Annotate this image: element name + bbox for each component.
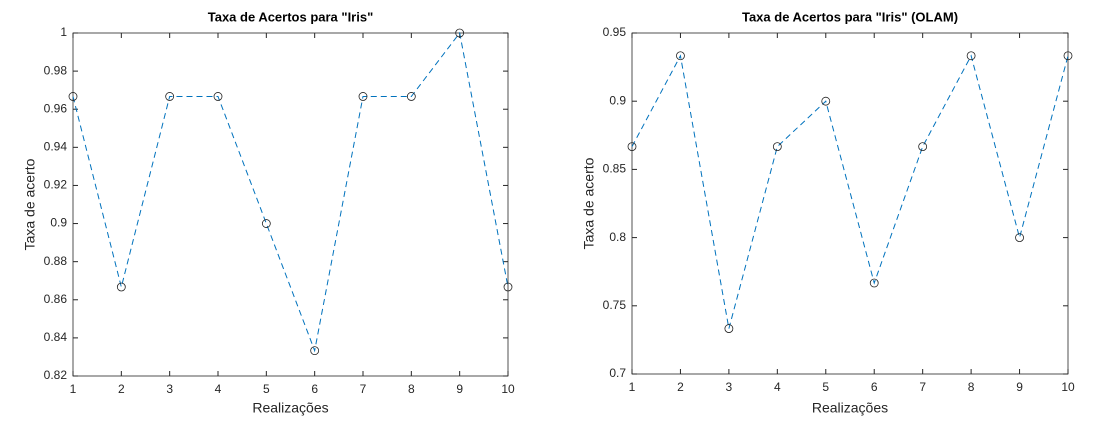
y-tick-label: 0.88 xyxy=(44,254,68,268)
x-tick-label: 4 xyxy=(774,380,781,394)
x-tick-label: 8 xyxy=(408,382,415,396)
x-tick-label: 8 xyxy=(968,380,975,394)
x-tick-label: 1 xyxy=(70,382,77,396)
y-tick-label: 0.9 xyxy=(609,93,626,107)
marker xyxy=(213,92,223,101)
marker xyxy=(455,28,465,38)
x-tick-label: 5 xyxy=(263,382,270,396)
marker xyxy=(165,92,175,101)
y-tick-label: 1 xyxy=(60,25,67,39)
y-tick-label: 0.8 xyxy=(609,230,626,244)
marker xyxy=(627,142,637,152)
chart-title: Taxa de Acertos para "Iris" xyxy=(208,9,374,24)
y-tick-label: 0.86 xyxy=(44,292,68,306)
x-tick-label: 7 xyxy=(360,382,367,396)
chart-title: Taxa de Acertos para "Iris" (OLAM) xyxy=(742,9,958,24)
line xyxy=(72,31,509,353)
marker xyxy=(1015,233,1024,243)
x-tick-label: 1 xyxy=(629,380,636,394)
marker xyxy=(116,282,126,292)
marker xyxy=(310,346,320,356)
marker xyxy=(821,96,831,106)
x-tick-label: 3 xyxy=(166,382,173,396)
y-tick-label: 0.7 xyxy=(609,366,626,380)
marker xyxy=(261,219,271,228)
x-tick-label: 6 xyxy=(871,380,878,394)
marker xyxy=(869,278,879,288)
marker xyxy=(68,92,78,101)
x-tick-label: 5 xyxy=(822,380,829,394)
y-axis-label: Taxa de acerto xyxy=(22,158,38,250)
y-tick-label: 0.84 xyxy=(44,330,68,344)
x-tick-label: 2 xyxy=(677,380,684,394)
marker xyxy=(772,142,782,152)
y-tick-label: 0.94 xyxy=(44,140,68,154)
plot-area xyxy=(631,32,1069,375)
y-tick-label: 0.95 xyxy=(603,25,627,39)
x-axis-label: Realizações xyxy=(812,400,888,416)
plot-area xyxy=(72,32,509,377)
y-tick-label: 0.98 xyxy=(44,63,68,77)
marker xyxy=(503,282,513,292)
marker xyxy=(918,142,928,152)
marker xyxy=(358,92,368,101)
x-tick-label: 7 xyxy=(919,380,926,394)
y-tick-label: 0.75 xyxy=(603,298,627,312)
x-tick-label: 9 xyxy=(1016,380,1023,394)
y-axis-label: Taxa de acerto xyxy=(581,157,597,249)
marker xyxy=(966,51,976,61)
x-tick-label: 2 xyxy=(118,382,125,396)
y-tick-label: 0.9 xyxy=(50,216,67,230)
marker xyxy=(676,51,685,61)
y-tick-label: 0.96 xyxy=(44,101,68,115)
x-tick-label: 4 xyxy=(215,382,222,396)
y-tick-label: 0.82 xyxy=(44,368,68,382)
x-tick-label: 10 xyxy=(1061,380,1075,394)
line xyxy=(631,54,1069,329)
x-tick-label: 10 xyxy=(501,382,515,396)
y-tick-label: 0.85 xyxy=(603,162,627,176)
marker xyxy=(1063,51,1073,61)
marker xyxy=(406,92,416,101)
x-axis-label: Realizações xyxy=(252,400,328,416)
x-tick-label: 3 xyxy=(726,380,733,394)
x-tick-label: 6 xyxy=(311,382,318,396)
marker xyxy=(724,324,734,333)
y-tick-label: 0.92 xyxy=(44,178,68,192)
x-tick-label: 9 xyxy=(456,382,463,396)
